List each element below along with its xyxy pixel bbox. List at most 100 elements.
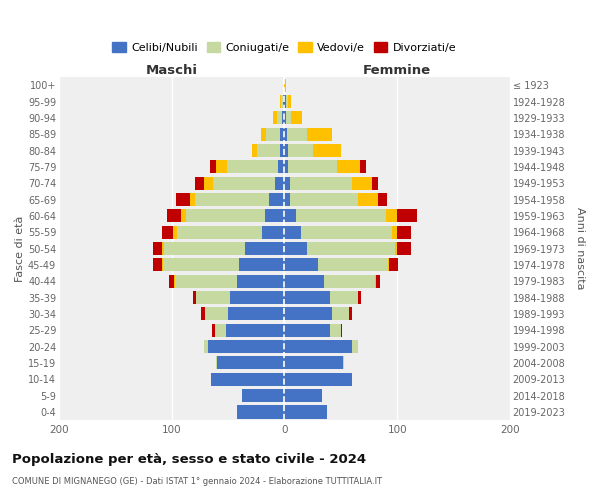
- Bar: [205, 340, 208, 353]
- Bar: [237, 406, 284, 418]
- Bar: [284, 308, 332, 320]
- Bar: [378, 193, 387, 206]
- Bar: [284, 356, 343, 370]
- Bar: [376, 274, 380, 288]
- Bar: [284, 128, 287, 140]
- Bar: [237, 274, 284, 288]
- Bar: [226, 324, 284, 337]
- Bar: [352, 340, 358, 353]
- Bar: [181, 210, 187, 222]
- Bar: [301, 226, 392, 239]
- Bar: [173, 226, 178, 239]
- Bar: [228, 308, 284, 320]
- Bar: [290, 176, 352, 190]
- Bar: [296, 210, 386, 222]
- Bar: [307, 128, 332, 140]
- Bar: [169, 274, 174, 288]
- Bar: [161, 242, 164, 255]
- Bar: [190, 193, 196, 206]
- Bar: [284, 176, 290, 190]
- Bar: [286, 95, 288, 108]
- Bar: [215, 324, 226, 337]
- Bar: [287, 128, 307, 140]
- Bar: [349, 308, 352, 320]
- Bar: [352, 176, 373, 190]
- Bar: [211, 373, 284, 386]
- Bar: [257, 144, 280, 157]
- Bar: [284, 112, 286, 124]
- Bar: [196, 176, 205, 190]
- Bar: [329, 324, 341, 337]
- Bar: [284, 291, 329, 304]
- Bar: [205, 176, 214, 190]
- Text: Popolazione per età, sesso e stato civile - 2024: Popolazione per età, sesso e stato civil…: [12, 452, 366, 466]
- Bar: [324, 274, 374, 288]
- Bar: [397, 242, 410, 255]
- Bar: [152, 258, 161, 272]
- Bar: [284, 258, 318, 272]
- Text: Maschi: Maschi: [146, 64, 197, 77]
- Bar: [397, 210, 418, 222]
- Bar: [196, 193, 269, 206]
- Bar: [210, 160, 215, 173]
- Bar: [193, 291, 196, 304]
- Bar: [280, 128, 284, 140]
- Bar: [332, 308, 349, 320]
- Bar: [277, 112, 282, 124]
- Bar: [281, 95, 283, 108]
- Bar: [242, 389, 284, 402]
- Y-axis label: Anni di nascita: Anni di nascita: [575, 208, 585, 290]
- Bar: [161, 258, 163, 272]
- Bar: [152, 242, 161, 255]
- Bar: [164, 242, 245, 255]
- Bar: [284, 193, 290, 206]
- Bar: [175, 274, 237, 288]
- Bar: [291, 112, 302, 124]
- Text: Femmine: Femmine: [363, 64, 431, 77]
- Bar: [187, 210, 265, 222]
- Bar: [343, 356, 344, 370]
- Bar: [167, 210, 181, 222]
- Bar: [388, 258, 389, 272]
- Bar: [217, 356, 284, 370]
- Bar: [374, 274, 376, 288]
- Bar: [358, 291, 361, 304]
- Bar: [178, 226, 262, 239]
- Bar: [262, 226, 284, 239]
- Bar: [283, 95, 284, 108]
- Bar: [280, 144, 284, 157]
- Bar: [288, 144, 313, 157]
- Bar: [278, 160, 284, 173]
- Bar: [269, 193, 284, 206]
- Bar: [196, 291, 230, 304]
- Bar: [275, 176, 284, 190]
- Bar: [360, 160, 365, 173]
- Bar: [284, 160, 288, 173]
- Bar: [284, 226, 301, 239]
- Bar: [239, 258, 284, 272]
- Bar: [307, 242, 395, 255]
- Bar: [208, 340, 284, 353]
- Bar: [284, 389, 322, 402]
- Bar: [265, 210, 284, 222]
- Bar: [288, 95, 291, 108]
- Bar: [252, 144, 257, 157]
- Bar: [245, 242, 284, 255]
- Bar: [280, 95, 281, 108]
- Bar: [288, 160, 337, 173]
- Bar: [341, 324, 342, 337]
- Bar: [227, 160, 278, 173]
- Bar: [286, 112, 291, 124]
- Bar: [201, 308, 205, 320]
- Bar: [392, 226, 397, 239]
- Bar: [273, 112, 277, 124]
- Bar: [284, 144, 288, 157]
- Bar: [163, 258, 239, 272]
- Bar: [395, 242, 397, 255]
- Bar: [373, 176, 378, 190]
- Bar: [284, 95, 286, 108]
- Bar: [214, 176, 275, 190]
- Bar: [215, 356, 217, 370]
- Bar: [176, 193, 190, 206]
- Bar: [284, 373, 352, 386]
